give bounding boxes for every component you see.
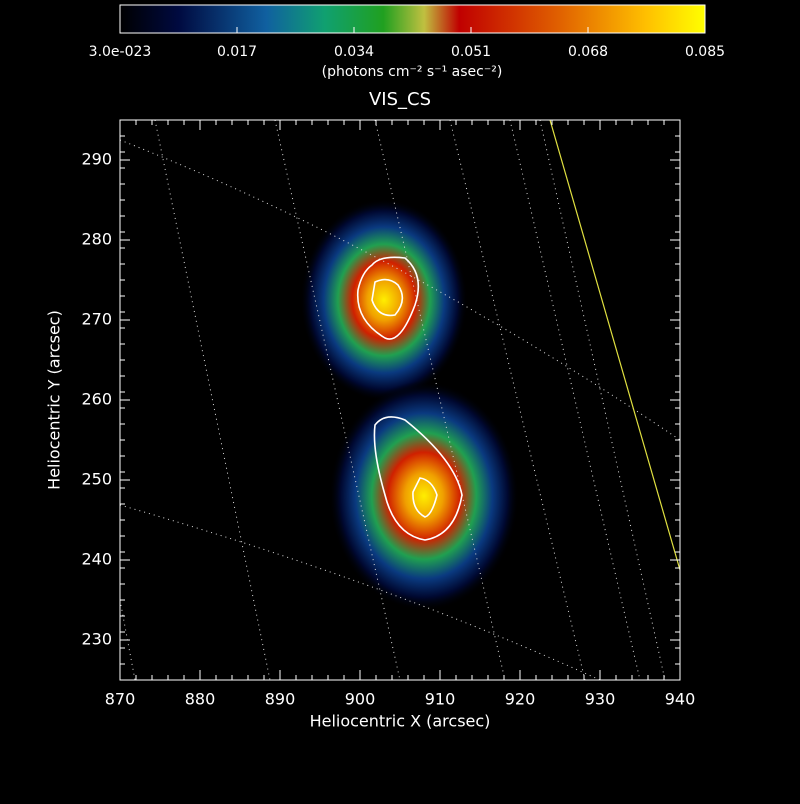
limb [549, 120, 680, 571]
source [300, 198, 468, 402]
colorbar-label: (photons cm⁻² s⁻¹ asec⁻²) [322, 64, 503, 80]
y-tick-label: 270 [81, 310, 112, 329]
y-tick-label: 250 [81, 470, 112, 489]
y-tick-label: 280 [81, 230, 112, 249]
x-tick-label: 930 [585, 690, 616, 709]
x-tick-label: 920 [505, 690, 536, 709]
colorbar-tick-label: 0.068 [568, 44, 608, 60]
y-axis-label: Heliocentric Y (arcsec) [45, 310, 64, 490]
x-tick-label: 890 [265, 690, 296, 709]
y-tick-label: 230 [81, 630, 112, 649]
source [329, 381, 519, 611]
colorbar-tick-label: 3.0e-023 [89, 44, 152, 60]
colorbar-tick-label: 0.034 [334, 44, 374, 60]
x-tick-label: 910 [425, 690, 456, 709]
colorbar-tick-label: 0.085 [685, 44, 725, 60]
x-tick-label: 880 [185, 690, 216, 709]
colorbar [119, 4, 706, 34]
x-tick-label: 870 [105, 690, 136, 709]
sources [300, 198, 519, 611]
chart-title: VIS_CS [369, 89, 431, 110]
y-tick-label: 260 [81, 390, 112, 409]
x-tick-label: 940 [665, 690, 696, 709]
colorbar-tick-label: 0.051 [451, 44, 491, 60]
colorbar-tick-label: 0.017 [217, 44, 257, 60]
y-tick-label: 290 [81, 150, 112, 169]
y-tick-label: 240 [81, 550, 112, 569]
plot-area [120, 120, 680, 680]
x-axis-label: Heliocentric X (arcsec) [310, 712, 491, 731]
contours [356, 256, 463, 541]
x-tick-label: 900 [345, 690, 376, 709]
